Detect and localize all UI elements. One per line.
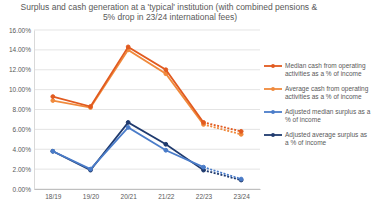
series-line xyxy=(53,50,204,125)
legend-label: Adjusted average surplus as a % of incom… xyxy=(285,131,369,146)
series-marker xyxy=(51,95,55,99)
series-line xyxy=(53,47,204,123)
series-marker xyxy=(239,177,243,181)
x-tick: 18/19 xyxy=(45,189,62,200)
series-marker xyxy=(51,149,55,153)
series-marker xyxy=(239,129,243,133)
series-marker xyxy=(51,99,55,103)
series-line xyxy=(53,127,204,169)
series-marker xyxy=(164,148,168,152)
grid-line xyxy=(34,69,260,70)
series-marker xyxy=(239,178,243,182)
grid-line xyxy=(34,129,260,130)
x-tick: 23/24 xyxy=(234,189,251,200)
grid xyxy=(34,30,260,189)
y-tick-label: 14.00% xyxy=(9,46,31,53)
series-marker xyxy=(164,142,168,146)
grid-line xyxy=(34,30,260,31)
y-tick-label: 0.00% xyxy=(13,186,32,193)
legend-entry: Median cash from operating activities as… xyxy=(264,62,367,77)
series-marker xyxy=(202,121,206,125)
y-tick-label: 6.00% xyxy=(13,126,32,133)
y-tick: 4.00% xyxy=(13,146,34,153)
legend-entry: Adjusted median surplus as a % of income xyxy=(264,108,372,123)
text-line: % of income xyxy=(285,116,321,123)
grid-line xyxy=(34,109,260,110)
x-axis-line xyxy=(35,189,261,190)
legend-marker xyxy=(271,133,275,137)
x-tick-label: 19/20 xyxy=(83,193,100,200)
y-tick-label: 16.00% xyxy=(9,27,31,34)
legend: Median cash from operating activities as… xyxy=(264,62,372,146)
x-tick-label: 22/23 xyxy=(196,193,213,200)
y-tick-label: 4.00% xyxy=(13,146,32,153)
x-tick-label: 21/22 xyxy=(158,193,175,200)
legend-label: Average cash from operating activities a… xyxy=(285,85,370,100)
legend-marker xyxy=(271,87,275,91)
series-marker xyxy=(89,105,93,109)
grid-line xyxy=(34,189,260,190)
y-tick: 8.00% xyxy=(13,106,34,113)
y-tick: 16.00% xyxy=(9,27,34,34)
series-line-projection xyxy=(204,167,242,179)
y-tick: 14.00% xyxy=(9,46,34,53)
legend-label: Adjusted median surplus as a % of income xyxy=(285,108,372,123)
plot: 0.00% 2.00% 4.00% 6.00% 8.00% 10.00% 12.00% 14.… xyxy=(9,27,261,200)
x-tick-label: 20/21 xyxy=(121,193,138,200)
text-line: activities as a % of income xyxy=(285,93,362,100)
y-tick-label: 10.00% xyxy=(9,86,31,93)
series-marker xyxy=(126,45,130,49)
x-tick: 19/20 xyxy=(83,189,100,200)
legend-entry: Average cash from operating activities a… xyxy=(264,85,370,100)
y-axis-line xyxy=(34,31,35,190)
legend-entry: Adjusted average surplus as a % of incom… xyxy=(264,131,369,146)
text-line: 5% drop in 23/24 international fees) xyxy=(103,12,237,22)
text-line: Surplus and cash generation at a 'typica… xyxy=(20,2,319,12)
y-tick-label: 12.00% xyxy=(9,66,31,73)
y-tick-label: 2.00% xyxy=(13,166,32,173)
series-marker xyxy=(89,167,93,171)
grid-line xyxy=(34,49,260,50)
x-tick-label: 23/24 xyxy=(234,193,251,200)
series-line-projection xyxy=(204,170,242,180)
x-tick: 22/23 xyxy=(196,189,213,200)
y-tick: 0.00% xyxy=(13,186,34,193)
chart: Surplus and cash generation at a 'typica… xyxy=(0,0,375,211)
title: Surplus and cash generation at a 'typica… xyxy=(20,2,319,22)
x-tick: 21/22 xyxy=(158,189,175,200)
series-marker xyxy=(89,168,93,172)
grid-line xyxy=(34,169,260,170)
series-marker xyxy=(164,68,168,72)
y-tick-label: 8.00% xyxy=(13,106,32,113)
x-axis: 18/19 19/20 20/21 21/22 22/23 23/24 xyxy=(35,189,261,200)
series-marker xyxy=(51,149,55,153)
y-tick: 12.00% xyxy=(9,66,34,73)
series-marker xyxy=(202,165,206,169)
text-line: a % of income xyxy=(285,139,327,146)
text-line: activities as a % of income xyxy=(285,70,362,77)
series-line xyxy=(53,122,204,170)
y-tick: 10.00% xyxy=(9,86,34,93)
legend-marker xyxy=(271,64,275,68)
y-tick: 6.00% xyxy=(13,126,34,133)
y-axis: 0.00% 2.00% 4.00% 6.00% 8.00% 10.00% 12.00% 14.… xyxy=(9,27,35,193)
x-tick: 20/21 xyxy=(121,189,138,200)
series-marker xyxy=(126,125,130,129)
legend-marker xyxy=(271,110,275,114)
series-marker xyxy=(126,121,130,125)
grid-line xyxy=(34,89,260,90)
grid-line xyxy=(34,149,260,150)
series-group xyxy=(51,45,243,182)
legend-label: Median cash from operating activities as… xyxy=(285,62,367,77)
y-tick: 2.00% xyxy=(13,166,34,173)
series-marker xyxy=(89,106,93,110)
x-tick-label: 18/19 xyxy=(45,193,62,200)
series-line-projection xyxy=(204,122,242,131)
